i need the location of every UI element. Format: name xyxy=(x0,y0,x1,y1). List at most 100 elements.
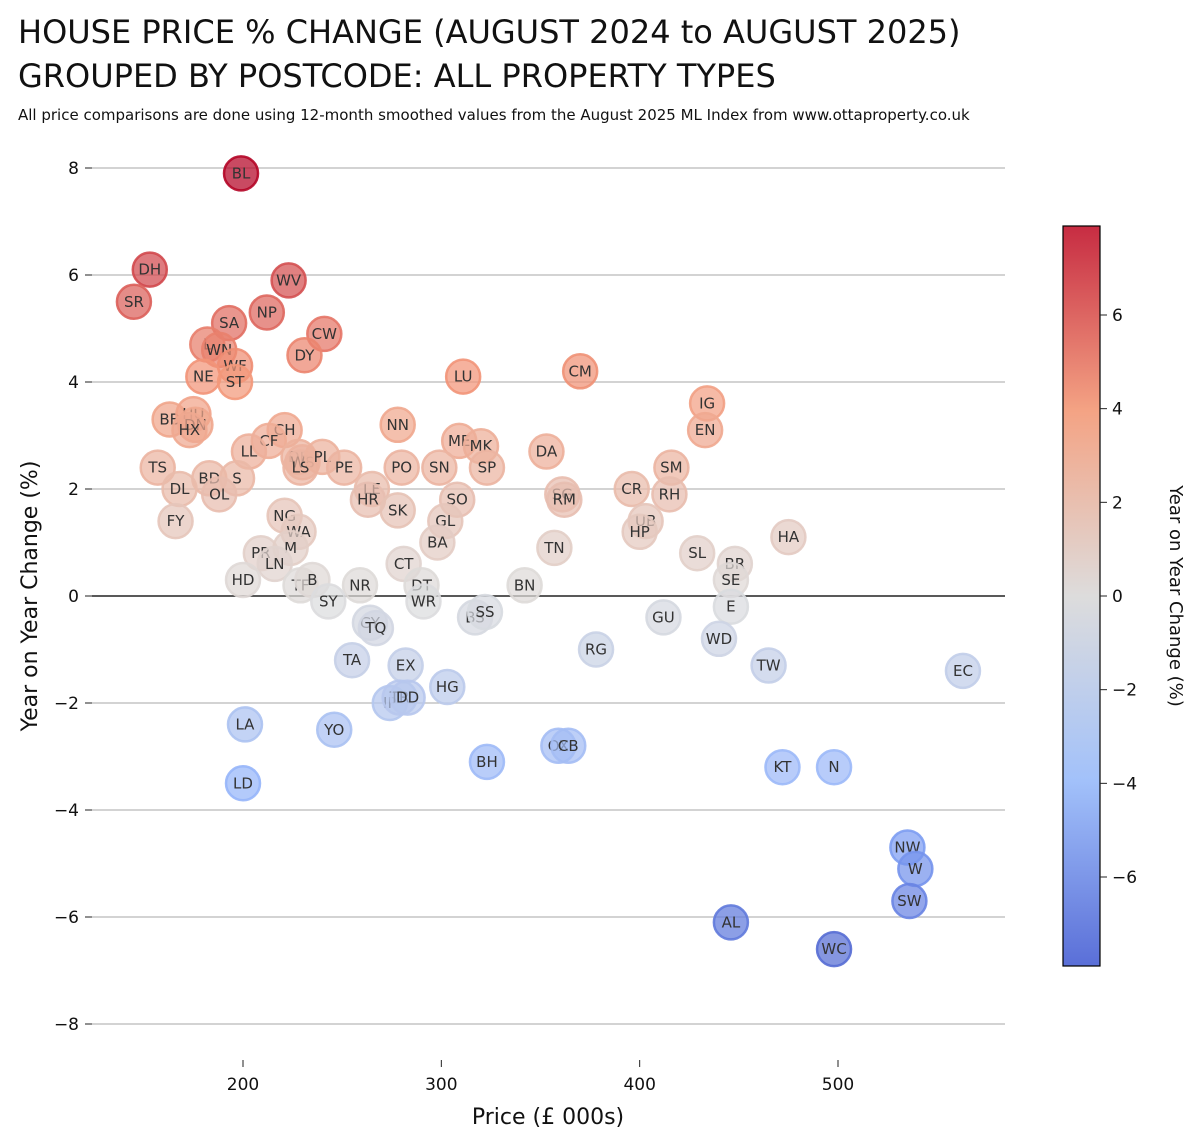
x-tick-label: 500 xyxy=(822,1075,854,1095)
colorbar-tick-label: 2 xyxy=(1112,493,1123,513)
point-label: B xyxy=(307,571,317,589)
point-label: BH xyxy=(476,753,498,771)
point-label: NR xyxy=(349,576,371,594)
point-marker xyxy=(466,593,504,631)
point-WV: WV xyxy=(270,262,307,299)
point-marker xyxy=(419,524,456,561)
point-N: N xyxy=(815,748,853,786)
point-marker xyxy=(550,727,587,765)
point-WC: WC xyxy=(815,930,853,968)
data-points: BLDHSRWVSANPCWDYLWNWFNESTLUCMIGENBBHUDNH… xyxy=(115,155,982,968)
point-LA: LA xyxy=(226,706,264,743)
point-E: E xyxy=(712,588,750,625)
point-label: DY xyxy=(295,346,316,364)
point-SP: SP xyxy=(468,449,506,486)
x-tick-label: 300 xyxy=(425,1075,457,1095)
point-label: SW xyxy=(897,892,922,910)
point-RM: RM xyxy=(546,481,583,518)
point-YO: YO xyxy=(315,711,353,748)
point-BA: BA xyxy=(419,524,456,561)
point-label: BN xyxy=(514,576,536,594)
point-marker xyxy=(357,609,395,647)
point-marker xyxy=(764,748,801,786)
point-DH: DH xyxy=(131,251,169,288)
point-label: LD xyxy=(233,774,253,792)
point-label: RM xyxy=(553,491,576,509)
point-marker xyxy=(248,294,286,331)
point-SE: SE xyxy=(712,561,750,599)
point-label: SE xyxy=(721,571,740,589)
point-TS: TS xyxy=(139,449,176,486)
colorbar-tick-label: 6 xyxy=(1112,306,1123,326)
point-W: W xyxy=(897,850,934,888)
point-label: SM xyxy=(660,459,682,477)
point-label: RH xyxy=(659,485,681,503)
point-marker xyxy=(891,882,928,920)
point-label: LN xyxy=(265,555,285,573)
point-label: CW xyxy=(312,325,337,343)
y-tick-label: −2 xyxy=(54,694,79,714)
point-label: TN xyxy=(543,539,564,557)
point-marker xyxy=(429,668,466,706)
point-marker xyxy=(139,449,176,486)
point-label: EN xyxy=(695,421,716,439)
point-IG: IG xyxy=(688,385,726,422)
point-TA: TA xyxy=(333,641,371,679)
point-label: RG xyxy=(585,641,607,659)
point-label: HD xyxy=(232,571,255,589)
point-marker xyxy=(379,492,416,529)
point-label: OL xyxy=(209,485,230,503)
point-label: HG xyxy=(436,678,459,696)
point-marker xyxy=(613,470,650,508)
point-label: EX xyxy=(396,657,416,675)
point-label: TQ xyxy=(364,619,386,637)
y-tick-label: −8 xyxy=(54,1015,79,1035)
point-GU: GU xyxy=(645,599,682,636)
point-marker xyxy=(131,251,169,288)
point-label: SN xyxy=(429,459,450,477)
point-EX: EX xyxy=(387,647,424,684)
point-label: PE xyxy=(335,459,354,477)
colorbar-tick-label: −4 xyxy=(1112,774,1137,794)
colorbar: −6 −4 −2 0 2 4 6 Year on Year Change (%) xyxy=(1062,225,1186,967)
grid-layer xyxy=(92,167,1005,1025)
point-HX: HX xyxy=(171,411,208,449)
colorbar-tick-label: −2 xyxy=(1112,681,1137,701)
point-marker xyxy=(421,449,458,486)
point-label: LS xyxy=(292,459,310,477)
point-label: LU xyxy=(454,368,473,386)
point-label: KT xyxy=(774,758,793,776)
point-label: IG xyxy=(699,394,715,412)
point-AL: AL xyxy=(712,904,750,941)
point-label: WD xyxy=(706,630,732,648)
point-SR: SR xyxy=(115,283,153,320)
y-tick-label: −4 xyxy=(54,801,79,821)
colorbar-ticks: −6 −4 −2 0 2 4 6 xyxy=(1100,306,1137,888)
point-label: EC xyxy=(953,662,973,680)
point-marker xyxy=(678,534,716,572)
chart-subtitle: All price comparisons are done using 12-… xyxy=(18,106,970,124)
point-label: WR xyxy=(411,592,436,610)
point-label: BA xyxy=(427,534,448,552)
point-label: SY xyxy=(319,592,339,610)
point-CM: CM xyxy=(561,353,599,390)
point-SN: SN xyxy=(421,449,458,486)
point-label: FY xyxy=(167,512,186,530)
point-label: CB xyxy=(558,737,579,755)
point-DL: DL xyxy=(161,470,198,508)
point-marker xyxy=(561,353,599,390)
point-label: LA xyxy=(235,715,255,733)
point-marker xyxy=(226,706,264,743)
point-label: SR xyxy=(124,293,144,311)
point-marker xyxy=(157,502,194,540)
y-axis-ticks: −8 −6 −4 −2 0 2 4 6 8 xyxy=(54,159,92,1035)
point-marker xyxy=(379,406,416,444)
point-HP: HP xyxy=(621,513,658,551)
point-HG: HG xyxy=(429,668,466,706)
point-label: SP xyxy=(478,459,497,477)
point-label: SA xyxy=(219,314,240,332)
point-ST: ST xyxy=(216,363,254,401)
point-DY: DY xyxy=(286,337,323,374)
point-BL: BL xyxy=(222,155,260,192)
point-SM: SM xyxy=(653,449,690,486)
